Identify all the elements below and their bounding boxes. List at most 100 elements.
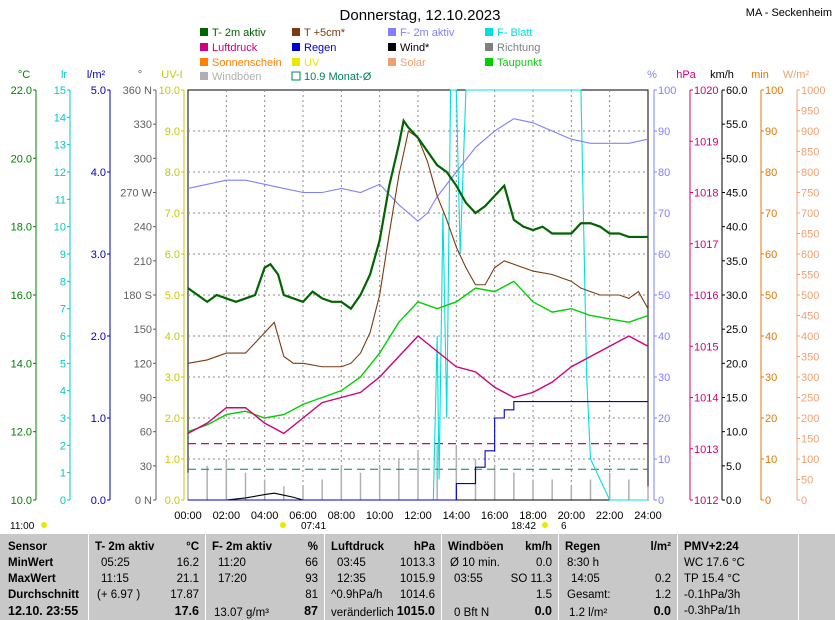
axis-tick-label: 4 [60,386,66,398]
axis-tick-label: 150 [801,434,819,446]
wind-mean-value: 1.5 [536,589,552,601]
axis-tick-label: 0 [60,495,66,507]
humidity-current-value: 87 [304,604,318,618]
axis-tick-label: 18.0 [11,222,32,234]
axis-tick-label: 3 [60,413,66,425]
axis-tick-label: 50 [658,290,670,302]
legend-swatch [292,28,300,36]
legend-swatch [200,58,208,66]
axis-unit-uvi: UV-I [161,69,182,81]
humidity-header: F- 2m aktiv [212,541,273,553]
axis-unit-celsius: °C [18,69,30,81]
axis-tick-label: 30 [765,372,777,384]
axis-tick-label: 90 [765,126,777,138]
pressure-max-value: 1015.9 [399,573,435,585]
axis-tick-label: 70 [658,208,670,220]
wind-beaufort: 0 Bft N [454,607,490,619]
axis-tick-label: 9 [60,249,66,261]
axis-tick-label: 20 [658,413,670,425]
axis-tick-label: 1014 [694,393,718,405]
humidity-unit: % [307,541,318,553]
axis-tick-label: 16.0 [11,290,32,302]
axis-tick-label: 400 [801,331,819,343]
axis-unit-lr: lr [61,69,67,81]
rain-header: Regen [565,541,601,553]
pressure-max-time: 12:35 [337,573,366,585]
axis-tick-label: 1015 [694,341,718,353]
temp-range: (+ 6.97 ) [97,589,141,601]
axis-tick-label: 650 [801,229,819,241]
axis-tick-label: 1000 [801,85,825,97]
axis-tick-label: 1020 [694,85,718,97]
axis-tick-label: 450 [801,311,819,323]
temp-max-time: 11:15 [101,573,129,585]
sunset-time: 18:42 [511,521,536,532]
summary-table: Sensor MinWert MaxWert Durchschnitt 12.1… [0,534,835,620]
axis-tick-label: 240 [134,222,152,234]
legend-item: T +5cm* [304,27,346,39]
legend-swatch [485,28,493,36]
summary-separator [205,534,206,620]
axis-tick-label: 7 [60,304,66,316]
wind-max-time: 03:55 [454,573,483,585]
legend-swatch [485,43,493,51]
legend-item: UV [304,57,320,69]
legend-item: 10.9 Monat-Ø [304,71,372,83]
pressure-current-value: 1015.0 [396,604,435,618]
axis-tick-label: 70 [765,208,777,220]
axis-tick-label: 4.0 [165,331,180,343]
summary-separator [441,534,442,620]
station-name: MA - Seckenheim [746,7,832,19]
series-t-5cm [187,130,649,368]
axis-tick-label: 180 S [123,290,152,302]
sunset-sun-icon [542,522,548,528]
axis-tick-label: 60.0 [726,85,747,97]
axis-unit-hpa: hPa [676,69,696,81]
axis-tick-label: 2 [60,440,66,452]
wind-max-value: SO 11.3 [510,573,552,585]
humidity-min-value: 66 [305,557,318,569]
legend-item: T- 2m aktiv [212,27,266,39]
pmv-windchill: WC 17.6 °C [684,557,745,569]
axis-tick-label: 0.0 [91,495,106,507]
axis-tick-label: 5.0 [726,461,741,473]
sun-icon [41,522,47,528]
axis-tick-label: 1017 [694,239,718,251]
axis-tick-label: 750 [801,188,819,200]
sunrise-label: 11:00 [10,521,35,532]
temp-current-value: 17.6 [174,604,199,618]
axis-tick-label: 6.0 [165,249,180,261]
sun-events: 11:00 07:41 18:42 6 [10,521,567,532]
pressure-unit: hPa [413,541,435,553]
axis-tick-label: 330 [134,119,152,131]
axis-tick-label: 270 W [120,188,152,200]
x-tick-label: 08:00 [328,510,356,522]
x-tick-label: 04:00 [251,510,279,522]
axis-tick-label: 3.0 [91,249,106,261]
axis-tick-label: 300 [801,372,819,384]
wind-current-value: 0.0 [534,604,552,618]
pmv-trend-1h: -0.3hPa/1h [684,605,741,617]
legend: T- 2m aktiv T +5cm* F- 2m aktiv F- Blatt Luf… [200,27,542,83]
axis-tick-label: 50.0 [726,153,747,165]
axis-tick-label: 210 [134,256,152,268]
pmv-trend-3h: -0.1hPa/3h [684,589,741,601]
summary-col-rain: Regen l/m² 8:30 h 14:05 0.2 Gesamt: 1.2 … [559,534,677,620]
axis-tick-label: 5.0 [165,290,180,302]
legend-swatch [292,58,300,66]
summary-separator [798,534,799,620]
legend-item: Wind* [400,42,430,54]
humidity-max-value: 93 [305,573,318,585]
axis-tick-label: 100 [658,85,676,97]
legend-swatch [200,72,208,80]
summary-col-pressure: Luftdruck hPa 03:45 1013.3 12:35 1015.9 … [325,534,441,620]
series-f-blatt [188,89,648,501]
axis-tick-label: 0 [801,495,807,507]
sensor-header: Sensor [8,541,47,553]
axis-tick-label: 22.0 [11,85,32,97]
axis-tick-label: 600 [801,249,819,261]
pmv-header: PMV+2:24 [684,541,739,553]
axis-tick-label: 7.0 [165,208,180,220]
sensor-row-current: 12.10. 23:55 [8,604,79,618]
pmv-dewpoint: TP 15.4 °C [684,573,741,585]
